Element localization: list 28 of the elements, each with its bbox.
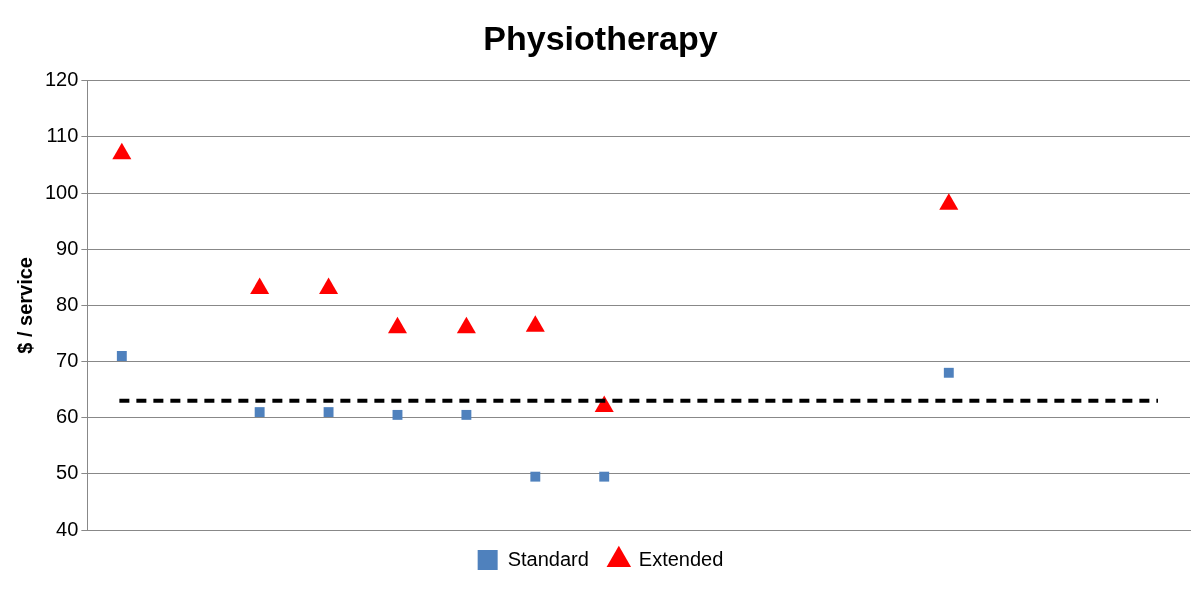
point	[943, 367, 954, 378]
y-tick-label: 50	[56, 461, 79, 484]
point	[250, 277, 270, 295]
y-tick-label: 80	[56, 292, 79, 315]
y-tick-label: 110	[46, 124, 79, 147]
y-tick-label: 60	[56, 405, 79, 428]
point	[599, 471, 610, 482]
point	[461, 409, 472, 420]
point	[525, 315, 545, 332]
point	[456, 316, 476, 334]
point	[392, 409, 403, 420]
point	[939, 193, 959, 210]
legend-label: Extended	[638, 547, 724, 570]
point	[530, 471, 541, 482]
point	[112, 142, 132, 160]
y-tick-label: 40	[56, 517, 79, 540]
point	[319, 277, 339, 295]
y-tick-label: 90	[56, 236, 79, 259]
y-axis-title: $ / service	[13, 257, 36, 354]
point	[116, 350, 127, 361]
y-tick-label: 70	[56, 349, 79, 372]
point	[323, 407, 334, 418]
legend-label: Standard	[507, 547, 589, 570]
y-tick-label: 100	[44, 180, 79, 203]
y-tick-label: 120	[44, 68, 79, 91]
point	[387, 316, 408, 334]
chart-title: Physiotherapy	[483, 18, 718, 57]
point	[254, 407, 265, 418]
